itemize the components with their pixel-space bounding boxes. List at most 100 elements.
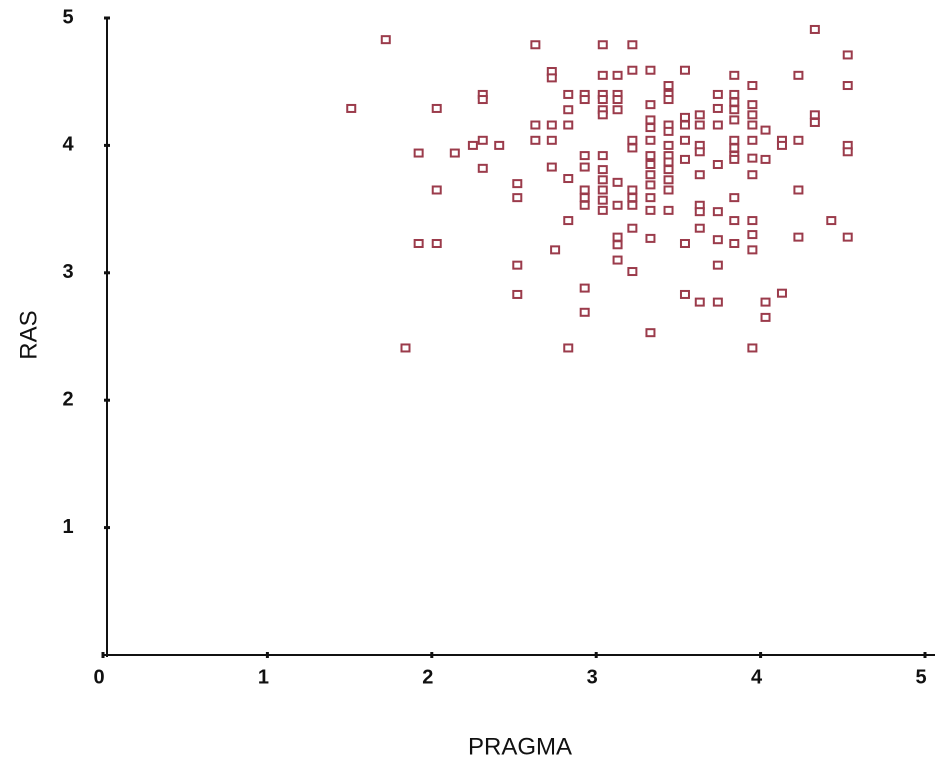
point (563, 89, 574, 99)
point (712, 297, 723, 307)
point (627, 40, 638, 50)
point (597, 151, 608, 161)
point (747, 81, 758, 91)
point (747, 100, 758, 110)
point (512, 260, 523, 270)
point (546, 120, 557, 130)
point (776, 288, 787, 298)
y-tick-label: 4 (62, 134, 74, 156)
point (612, 232, 623, 242)
point (793, 70, 804, 80)
point (494, 140, 505, 150)
point (563, 105, 574, 115)
point (793, 185, 804, 195)
point (431, 103, 442, 113)
point (826, 216, 837, 226)
point (579, 307, 590, 317)
point (579, 162, 590, 172)
point (663, 140, 674, 150)
point (747, 245, 758, 255)
y-axis-title: RAS (15, 310, 42, 359)
point (627, 65, 638, 75)
point (679, 112, 690, 122)
point (663, 126, 674, 136)
point (663, 95, 674, 105)
point (694, 147, 705, 157)
point (546, 73, 557, 83)
point (694, 110, 705, 120)
x-tick-label: 2 (422, 666, 433, 688)
point (694, 120, 705, 130)
point (645, 151, 656, 161)
point (579, 185, 590, 195)
point (809, 117, 820, 127)
point (679, 65, 690, 75)
point (663, 185, 674, 195)
point (477, 135, 488, 145)
point (729, 216, 740, 226)
point (645, 180, 656, 190)
point (645, 193, 656, 203)
point (512, 193, 523, 203)
point (747, 216, 758, 226)
point (694, 223, 705, 233)
point (413, 238, 424, 248)
point (597, 195, 608, 205)
y-tick-label: 5 (62, 6, 73, 28)
point (597, 205, 608, 215)
point (597, 175, 608, 185)
point (627, 143, 638, 153)
point (563, 343, 574, 353)
point (679, 154, 690, 164)
point (729, 105, 740, 115)
point (729, 89, 740, 99)
point (645, 170, 656, 180)
point (663, 157, 674, 167)
point (612, 95, 623, 105)
point (579, 193, 590, 203)
point (597, 110, 608, 120)
point (597, 185, 608, 195)
point (729, 143, 740, 153)
point (597, 95, 608, 105)
point (694, 170, 705, 180)
point (729, 238, 740, 248)
point (793, 232, 804, 242)
point (729, 70, 740, 80)
point (512, 179, 523, 189)
x-tick-label: 5 (915, 666, 926, 688)
point (663, 165, 674, 175)
point (694, 207, 705, 217)
point (694, 297, 705, 307)
point (747, 230, 758, 240)
point (563, 174, 574, 184)
point (612, 200, 623, 210)
point (747, 135, 758, 145)
point (663, 205, 674, 215)
point (760, 297, 771, 307)
point (793, 135, 804, 145)
point (679, 238, 690, 248)
point (550, 245, 561, 255)
point (579, 95, 590, 105)
point (842, 232, 853, 242)
point (346, 103, 357, 113)
point (760, 154, 771, 164)
x-tick-label: 4 (751, 666, 763, 688)
point (712, 260, 723, 270)
point (645, 115, 656, 125)
point (712, 160, 723, 170)
point (530, 120, 541, 130)
point (380, 35, 391, 45)
point (842, 147, 853, 157)
point (729, 154, 740, 164)
point (612, 70, 623, 80)
point (530, 40, 541, 50)
point (477, 163, 488, 173)
point (467, 140, 478, 150)
point (645, 135, 656, 145)
y-tick-label: 1 (62, 516, 73, 538)
point (747, 110, 758, 120)
point (597, 70, 608, 80)
